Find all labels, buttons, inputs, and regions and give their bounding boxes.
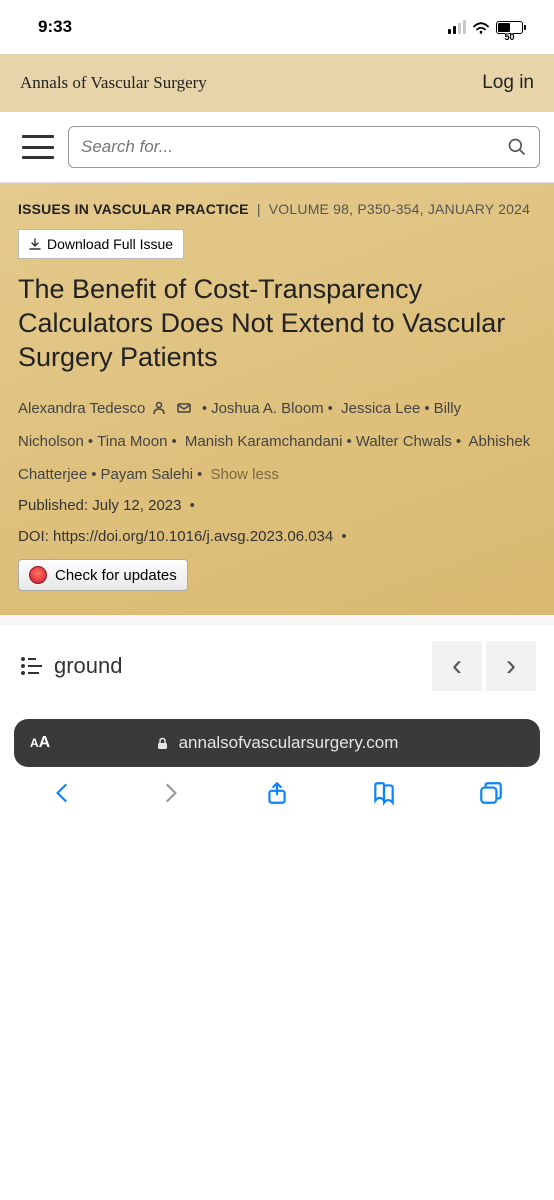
published-line: Published: July 12, 2023 • — [18, 497, 536, 514]
section-nav: ground ‹ › — [0, 615, 554, 707]
author-link[interactable]: Joshua A. Bloom — [211, 400, 324, 417]
download-icon — [29, 238, 41, 250]
forward-button[interactable] — [157, 780, 183, 806]
wifi-icon — [472, 21, 490, 34]
author-link[interactable]: Manish Karamchandani — [185, 433, 343, 450]
author-link[interactable]: Payam Salehi — [100, 466, 193, 483]
doi-line: DOI: https://doi.org/10.1016/j.avsg.2023… — [18, 528, 536, 545]
section-title: ground — [54, 653, 123, 679]
bookmarks-button[interactable] — [371, 780, 397, 806]
browser-toolbar — [0, 767, 554, 831]
mail-icon[interactable] — [177, 401, 191, 415]
person-icon — [152, 401, 166, 415]
share-button[interactable] — [264, 780, 290, 806]
outline-icon[interactable] — [20, 656, 46, 676]
status-time: 9:33 — [38, 17, 72, 37]
download-full-issue-button[interactable]: Download Full Issue — [18, 229, 184, 259]
issue-meta[interactable]: VOLUME 98, P350-354, JANUARY 2024 — [269, 201, 530, 217]
status-bar: 9:33 50 — [0, 0, 554, 54]
address-bar[interactable]: AA annalsofvascularsurgery.com — [14, 719, 540, 767]
author-link[interactable]: Tina Moon — [97, 433, 167, 450]
lock-icon — [156, 737, 169, 750]
author-link[interactable]: Jessica Lee — [341, 400, 420, 417]
article-header: ISSUES IN VASCULAR PRACTICE | VOLUME 98,… — [0, 183, 554, 615]
article-title: The Benefit of Cost-Transparency Calcula… — [18, 273, 536, 374]
menu-button[interactable] — [22, 135, 54, 159]
author-list: Alexandra Tedesco •Joshua A. Bloom• Jess… — [18, 392, 536, 491]
author-link[interactable]: Walter Chwals — [356, 433, 452, 450]
login-link[interactable]: Log in — [482, 72, 534, 94]
cellular-signal-icon — [448, 20, 466, 34]
issue-info: ISSUES IN VASCULAR PRACTICE | VOLUME 98,… — [18, 201, 536, 217]
reader-format-button[interactable]: AA — [30, 734, 50, 752]
page-domain: annalsofvascularsurgery.com — [179, 733, 399, 753]
search-box[interactable] — [68, 126, 540, 168]
journal-header: Annals of Vascular Surgery Log in — [0, 54, 554, 112]
battery-icon: 50 — [496, 21, 526, 34]
journal-name[interactable]: Annals of Vascular Surgery — [20, 73, 207, 93]
prev-section-button[interactable]: ‹ — [432, 641, 482, 691]
next-section-button[interactable]: › — [486, 641, 536, 691]
tabs-button[interactable] — [478, 780, 504, 806]
search-bar — [0, 112, 554, 183]
author-link[interactable]: Alexandra Tedesco — [18, 400, 145, 417]
crossmark-icon — [29, 566, 47, 584]
search-input[interactable] — [81, 137, 507, 157]
show-less-button[interactable]: Show less — [210, 466, 278, 483]
search-icon[interactable] — [507, 137, 527, 157]
back-button[interactable] — [50, 780, 76, 806]
status-right: 50 — [448, 20, 526, 34]
doi-link[interactable]: https://doi.org/10.1016/j.avsg.2023.06.0… — [53, 528, 333, 545]
check-for-updates-button[interactable]: Check for updates — [18, 559, 188, 591]
issue-section[interactable]: ISSUES IN VASCULAR PRACTICE — [18, 201, 249, 217]
